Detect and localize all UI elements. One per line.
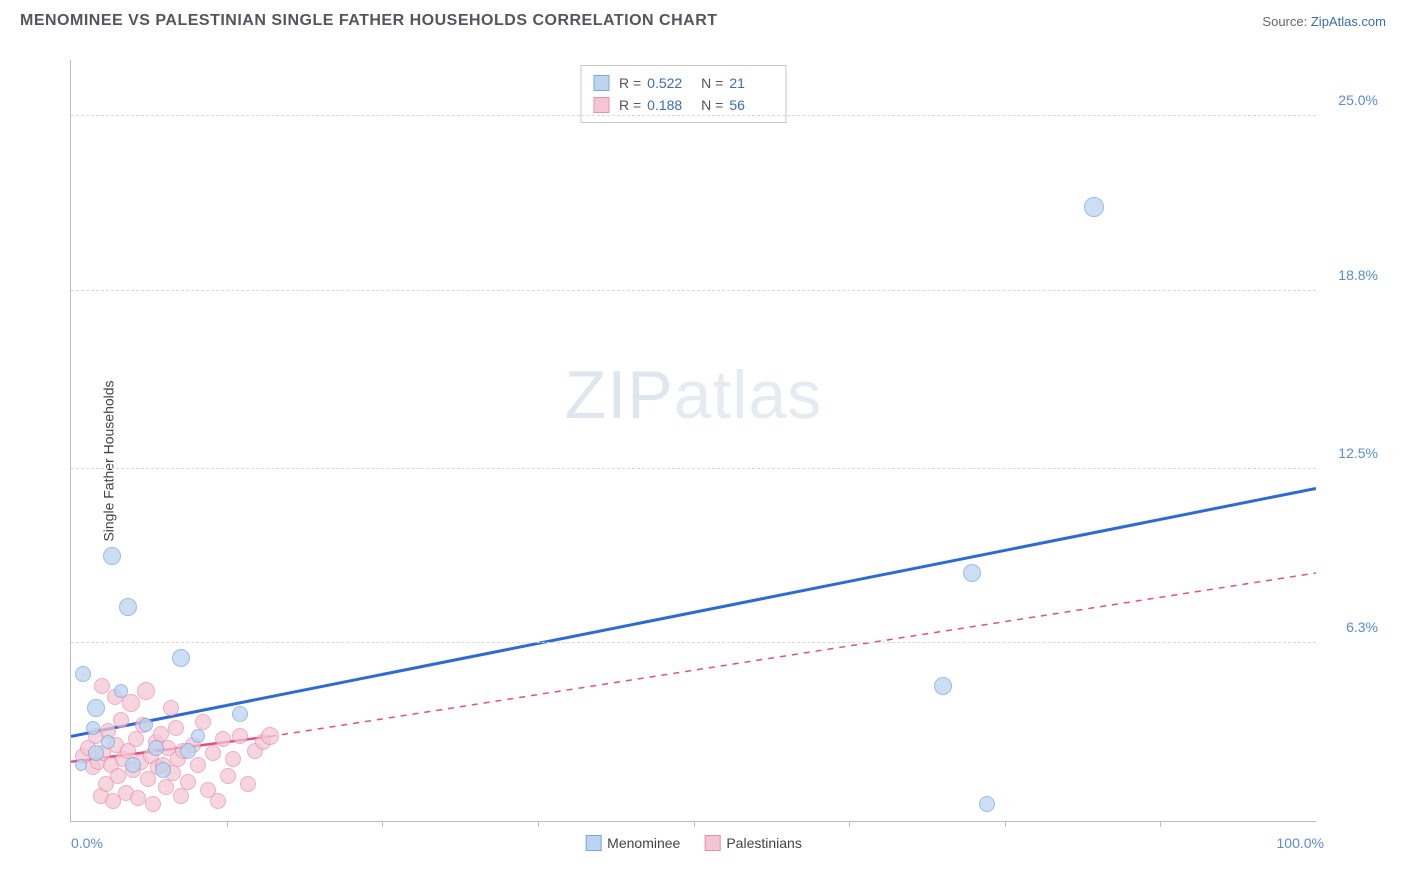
data-point	[232, 728, 248, 744]
data-point	[113, 712, 129, 728]
data-point	[128, 731, 144, 747]
legend-row-palestinians: R = 0.188 N = 56	[593, 94, 773, 116]
data-point	[190, 757, 206, 773]
n-label: N =	[701, 94, 723, 116]
x-tick-mark	[227, 821, 228, 827]
data-point	[215, 731, 231, 747]
plot-area: ZIPatlas R = 0.522 N = 21 R = 0.188 N = …	[70, 60, 1316, 822]
data-point	[139, 718, 153, 732]
data-point	[155, 762, 171, 778]
source-label: Source:	[1262, 14, 1307, 29]
correlation-legend: R = 0.522 N = 21 R = 0.188 N = 56	[580, 65, 786, 123]
data-point	[205, 745, 221, 761]
data-point	[110, 768, 126, 784]
data-point	[1084, 197, 1104, 217]
data-point	[963, 564, 981, 582]
swatch-palestinians	[593, 97, 609, 113]
data-point	[86, 721, 100, 735]
data-point	[88, 745, 104, 761]
data-point	[130, 790, 146, 806]
data-point	[114, 684, 128, 698]
data-point	[180, 774, 196, 790]
y-tick-label: 12.5%	[1338, 445, 1378, 461]
data-point	[225, 751, 241, 767]
data-point	[220, 768, 236, 784]
data-point	[158, 779, 174, 795]
data-point	[145, 796, 161, 812]
data-point	[75, 759, 87, 771]
x-tick-mark	[538, 821, 539, 827]
data-point	[101, 735, 115, 749]
data-point	[148, 740, 164, 756]
gridline-h	[71, 290, 1316, 291]
data-point	[240, 776, 256, 792]
legend-item-menominee: Menominee	[585, 835, 680, 851]
chart-container: Single Father Households ZIPatlas R = 0.…	[20, 50, 1386, 872]
swatch-palestinians	[704, 835, 720, 851]
n-label: N =	[701, 72, 723, 94]
x-tick-mark	[382, 821, 383, 827]
source-link[interactable]: ZipAtlas.com	[1311, 14, 1386, 29]
y-tick-label: 6.3%	[1346, 619, 1378, 635]
gridline-h	[71, 468, 1316, 469]
data-point	[180, 743, 196, 759]
data-point	[168, 720, 184, 736]
trend-lines	[71, 60, 1316, 821]
x-tick-mark	[1005, 821, 1006, 827]
data-point	[125, 757, 141, 773]
n-value-menominee: 21	[729, 72, 773, 94]
data-point	[172, 649, 190, 667]
series-legend: Menominee Palestinians	[585, 835, 802, 851]
gridline-h	[71, 115, 1316, 116]
data-point	[232, 706, 248, 722]
data-point	[195, 714, 211, 730]
data-point	[163, 700, 179, 716]
legend-label-menominee: Menominee	[607, 835, 680, 851]
chart-title: MENOMINEE VS PALESTINIAN SINGLE FATHER H…	[20, 12, 718, 30]
swatch-menominee	[593, 75, 609, 91]
n-value-palestinians: 56	[729, 94, 773, 116]
data-point	[173, 788, 189, 804]
legend-row-menominee: R = 0.522 N = 21	[593, 72, 773, 94]
x-tick-max: 100.0%	[1277, 835, 1324, 851]
x-tick-mark	[849, 821, 850, 827]
swatch-menominee	[585, 835, 601, 851]
legend-label-palestinians: Palestinians	[726, 835, 802, 851]
y-tick-label: 18.8%	[1338, 267, 1378, 283]
data-point	[979, 796, 995, 812]
data-point	[103, 547, 121, 565]
r-label: R =	[619, 72, 641, 94]
data-point	[191, 729, 205, 743]
r-label: R =	[619, 94, 641, 116]
y-tick-label: 25.0%	[1338, 92, 1378, 108]
source-credit: Source: ZipAtlas.com	[1262, 14, 1386, 29]
data-point	[119, 598, 137, 616]
watermark: ZIPatlas	[565, 356, 822, 434]
x-tick-mark	[1160, 821, 1161, 827]
r-value-menominee: 0.522	[647, 72, 691, 94]
data-point	[87, 699, 105, 717]
data-point	[261, 727, 279, 745]
x-tick-mark	[694, 821, 695, 827]
legend-item-palestinians: Palestinians	[704, 835, 802, 851]
x-tick-min: 0.0%	[71, 835, 103, 851]
gridline-h	[71, 642, 1316, 643]
data-point	[75, 666, 91, 682]
data-point	[210, 793, 226, 809]
data-point	[137, 682, 155, 700]
data-point	[934, 677, 952, 695]
watermark-thin: atlas	[674, 357, 823, 433]
r-value-palestinians: 0.188	[647, 94, 691, 116]
watermark-bold: ZIP	[565, 357, 674, 433]
header: MENOMINEE VS PALESTINIAN SINGLE FATHER H…	[0, 0, 1406, 38]
